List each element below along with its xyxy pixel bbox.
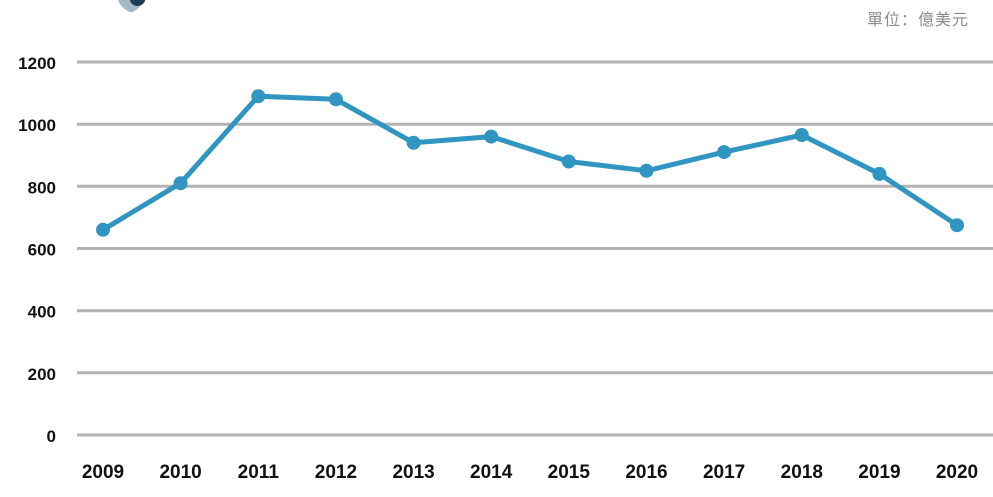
x-axis-tick-2010: 2010 [159, 462, 201, 483]
x-axis-tick-2018: 2018 [781, 462, 823, 483]
data-line [100, 93, 960, 233]
data-point-2020 [950, 218, 964, 233]
data-point-2012 [328, 92, 343, 107]
data-point-2018 [794, 128, 809, 142]
x-axis-tick-2014: 2014 [470, 462, 513, 483]
data-point-2015 [561, 154, 576, 169]
data-point-2017 [717, 145, 732, 160]
x-axis-tick-2011: 2011 [238, 462, 280, 483]
y-axis-tick-200: 200 [28, 365, 56, 384]
data-point-2013 [406, 135, 421, 150]
y-axis-tick-1200: 1200 [18, 54, 56, 73]
y-axis-tick-600: 600 [28, 241, 56, 260]
x-axis-tick-2012: 2012 [315, 462, 357, 483]
x-axis-tick-2009: 2009 [82, 462, 124, 483]
data-point-2010 [173, 176, 188, 191]
y-axis-tick-400: 400 [28, 303, 56, 322]
x-axis-tick-2020: 2020 [936, 462, 978, 483]
logo-dark-circle [129, 0, 146, 6]
logo-icon [118, 0, 146, 13]
data-point-2019 [872, 166, 887, 181]
data-point-2016 [639, 163, 654, 178]
y-axis-tick-1000: 1000 [18, 116, 56, 135]
x-axis-tick-2013: 2013 [392, 462, 434, 483]
x-axis-tick-2015: 2015 [548, 462, 591, 483]
unit-label: 單位：億美元 [866, 12, 969, 29]
data-point-2009 [96, 222, 110, 237]
data-point-2011 [251, 89, 266, 104]
x-axis-tick-2017: 2017 [703, 462, 745, 483]
y-axis-tick-800: 800 [28, 178, 56, 197]
data-point-2014 [484, 129, 499, 144]
x-axis-tick-2016: 2016 [625, 462, 667, 483]
x-axis-tick-2019: 2019 [858, 462, 900, 483]
y-axis-tick-0: 0 [47, 427, 56, 446]
